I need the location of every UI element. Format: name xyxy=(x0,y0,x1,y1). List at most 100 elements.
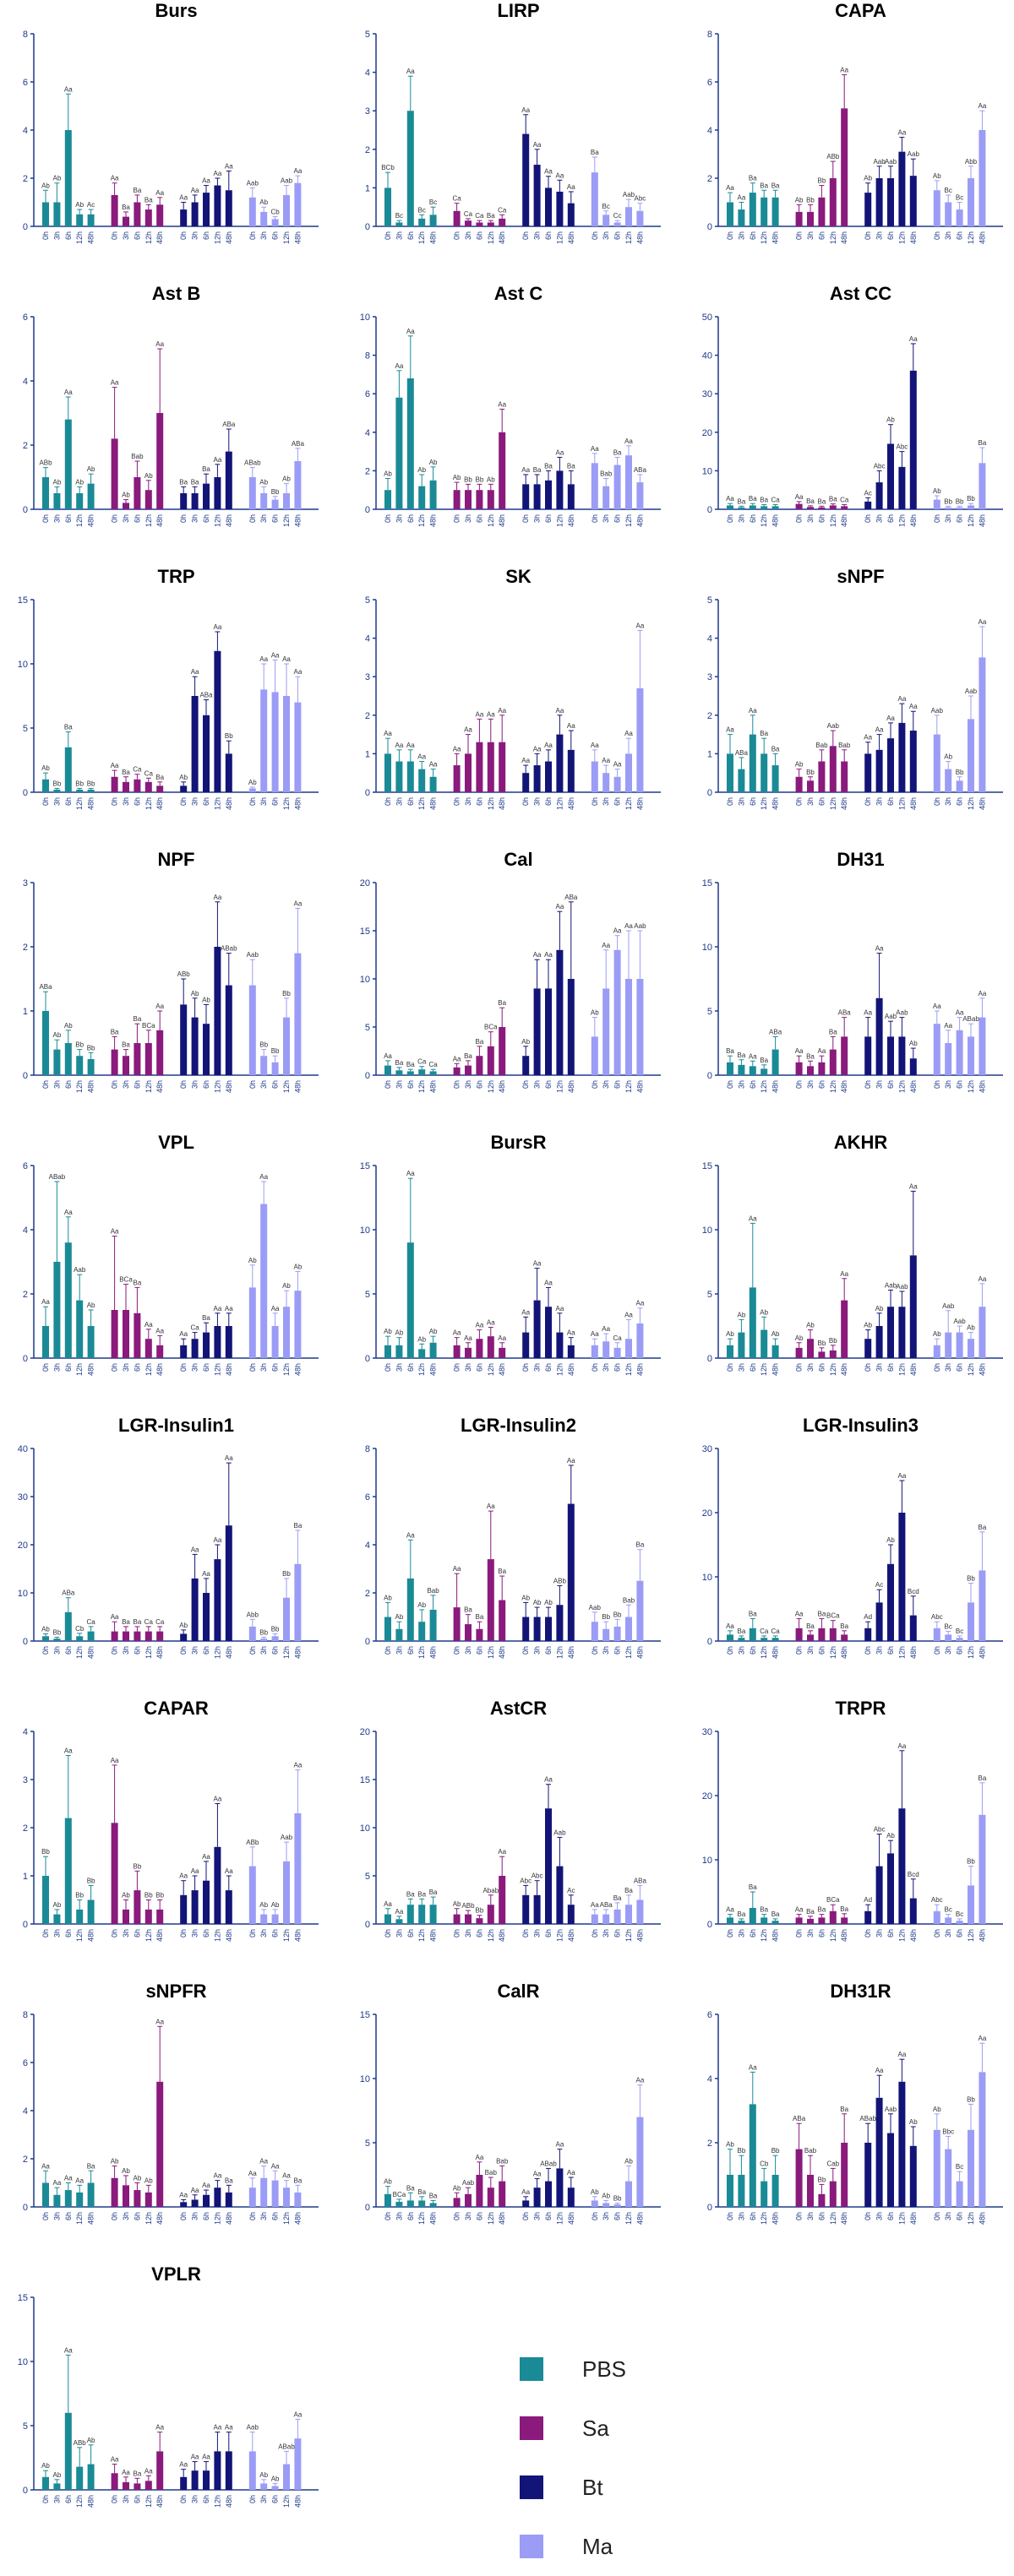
x-tick-label: 0h xyxy=(453,514,461,523)
x-tick-label: 3h xyxy=(191,2495,199,2503)
chart-title: DH31R xyxy=(830,1981,891,2002)
x-tick-label: 12h xyxy=(75,231,84,244)
x-tick-label: 6h xyxy=(133,1646,141,1655)
bar-sa-0h xyxy=(795,2149,803,2207)
bar-sa-48h xyxy=(156,2451,164,2490)
significance-label: Ba xyxy=(64,724,73,731)
significance-label: Ba xyxy=(464,1606,472,1614)
bar-pbs-3h xyxy=(53,1914,61,1924)
significance-label: Bab xyxy=(838,742,851,749)
significance-label: Aa xyxy=(406,742,415,749)
significance-label: Ab xyxy=(53,2471,62,2479)
chart-lgr-insulin2: LGR-Insulin202468Ab0hAb3hAa6hAb12hBab48h… xyxy=(365,1415,661,1659)
significance-label: Bb xyxy=(87,1877,95,1884)
y-tick-label: 20 xyxy=(360,878,370,889)
significance-label: Bab xyxy=(485,2169,498,2177)
bar-sa-6h xyxy=(818,507,826,509)
bar-ma-3h xyxy=(602,1914,610,1924)
significance-label: Abc xyxy=(931,1896,943,1904)
significance-label: Ab xyxy=(122,2167,130,2175)
x-tick-label: 0h xyxy=(521,1646,530,1655)
bar-sa-3h xyxy=(807,1918,814,1924)
bar-bt-0h xyxy=(180,2476,188,2490)
x-tick-label: 12h xyxy=(555,1363,564,1376)
x-tick-label: 6h xyxy=(133,1363,141,1372)
significance-label: Aa xyxy=(225,162,233,170)
x-tick-label: 12h xyxy=(967,2212,975,2225)
significance-label: Ba xyxy=(738,497,746,505)
bar-sa-0h xyxy=(453,490,461,509)
chart-title: LGR-Insulin1 xyxy=(118,1415,234,1436)
bar-ma-0h xyxy=(248,1866,256,1924)
y-tick-label: 3 xyxy=(707,672,712,682)
significance-label: Aab xyxy=(827,722,840,730)
bar-bt-6h xyxy=(887,1036,894,1075)
bar-ma-3h xyxy=(602,988,610,1075)
bar-pbs-0h xyxy=(384,2193,391,2207)
bar-bt-48h xyxy=(225,2192,232,2207)
significance-label: Aa xyxy=(749,1215,757,1222)
significance-label: Aa xyxy=(864,1009,872,1017)
significance-label: Aab xyxy=(74,1266,86,1274)
x-tick-label: 0h xyxy=(864,797,872,806)
x-tick-label: 12h xyxy=(75,1363,84,1376)
bar-sa-12h xyxy=(487,1559,494,1641)
bar-ma-3h xyxy=(945,769,952,792)
bar-ma-48h xyxy=(294,2438,302,2490)
x-tick-label: 48h xyxy=(155,1080,164,1093)
bar-bt-0h xyxy=(522,1894,530,1924)
y-tick-label: 30 xyxy=(18,1492,28,1503)
bar-sa-12h xyxy=(487,742,494,792)
significance-label: Aa xyxy=(738,194,746,202)
significance-label: Aa xyxy=(726,495,734,503)
significance-label: Aa xyxy=(487,1503,495,1510)
bar-bt-3h xyxy=(875,997,883,1075)
chart-title: VPL xyxy=(158,1132,194,1153)
bar-ma-3h xyxy=(260,689,268,792)
bar-sa-48h xyxy=(499,218,506,226)
legend-item-ma: Ma xyxy=(520,2517,773,2576)
bar-sa-6h xyxy=(134,1890,141,1924)
bar-sa-48h xyxy=(499,2181,506,2207)
bar-ma-6h xyxy=(613,222,621,226)
significance-label: Aab xyxy=(281,1834,293,1841)
y-tick-label: 6 xyxy=(23,1161,28,1171)
bar-pbs-6h xyxy=(749,1628,756,1641)
x-tick-label: 3h xyxy=(806,797,815,806)
significance-label: Ac xyxy=(567,1887,575,1894)
bar-bt-48h xyxy=(567,1503,575,1641)
bar-ma-0h xyxy=(933,499,940,509)
bar-sa-3h xyxy=(807,507,814,509)
x-tick-label: 12h xyxy=(624,797,633,810)
significance-label: Ba xyxy=(738,1628,746,1635)
x-tick-label: 12h xyxy=(897,1646,906,1659)
bar-pbs-12h xyxy=(76,1300,84,1358)
x-tick-label: 0h xyxy=(248,514,257,523)
y-tick-label: 15 xyxy=(702,878,712,889)
significance-label: Aa xyxy=(395,742,404,749)
bar-pbs-12h xyxy=(418,1069,426,1075)
y-tick-label: 6 xyxy=(707,78,712,88)
significance-label: Ba xyxy=(202,1314,210,1322)
significance-label: Aa xyxy=(840,1270,848,1278)
x-tick-label: 6h xyxy=(475,1080,483,1089)
significance-label: Aa xyxy=(271,2162,280,2170)
significance-label: Aab xyxy=(931,707,944,715)
significance-label: Ab xyxy=(429,459,438,466)
x-tick-label: 6h xyxy=(817,514,826,523)
significance-label: Aa xyxy=(453,1329,461,1337)
significance-label: Ab xyxy=(134,2175,142,2182)
bar-bt-6h xyxy=(545,480,552,509)
x-tick-label: 48h xyxy=(87,514,95,527)
bar-ma-48h xyxy=(636,2117,644,2207)
significance-label: Ab xyxy=(191,990,199,997)
bar-bt-0h xyxy=(522,484,530,509)
significance-label: Ab xyxy=(933,487,941,495)
chart-title: sNPF xyxy=(837,566,884,587)
x-tick-label: 0h xyxy=(933,1646,941,1655)
x-tick-label: 12h xyxy=(760,797,768,810)
x-tick-label: 6h xyxy=(544,1080,553,1089)
bar-ma-48h xyxy=(294,461,302,509)
significance-label: Ba xyxy=(294,2177,303,2184)
significance-label: Ca xyxy=(771,497,780,504)
